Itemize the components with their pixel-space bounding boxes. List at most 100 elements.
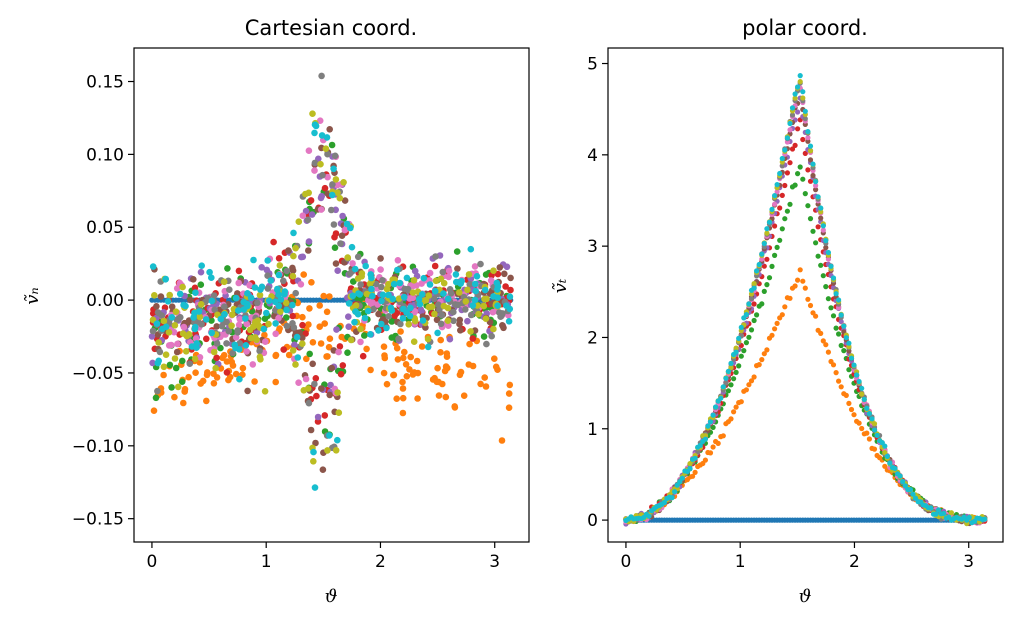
polar-point bbox=[754, 312, 760, 318]
cartesian-point bbox=[405, 321, 413, 328]
cartesian-point bbox=[437, 349, 444, 356]
cartesian-point bbox=[247, 294, 255, 302]
cartesian-point bbox=[317, 194, 325, 202]
cartesian-point bbox=[352, 308, 359, 315]
polar-point bbox=[769, 332, 775, 338]
polar-point bbox=[874, 432, 880, 438]
cartesian-point bbox=[244, 387, 251, 395]
cartesian-point bbox=[444, 304, 452, 312]
cartesian-point bbox=[236, 375, 243, 383]
polar-point bbox=[787, 127, 793, 133]
polar-point bbox=[777, 205, 783, 211]
cartesian-point bbox=[210, 380, 218, 387]
cartesian-point bbox=[417, 306, 425, 313]
polar-point bbox=[741, 348, 747, 354]
cartesian-point bbox=[419, 317, 427, 324]
cartesian-point bbox=[506, 293, 514, 301]
polar-point bbox=[820, 227, 826, 233]
cartesian-point bbox=[326, 432, 333, 439]
polar-point bbox=[982, 516, 988, 522]
cartesian-point bbox=[191, 309, 198, 317]
cartesian-point bbox=[251, 378, 258, 385]
polar-point bbox=[797, 267, 803, 273]
cartesian-x-tick-label: 0 bbox=[147, 552, 158, 572]
polar-point bbox=[766, 219, 773, 225]
cartesian-point bbox=[198, 321, 205, 328]
polar-point bbox=[846, 367, 852, 373]
cartesian-point bbox=[225, 376, 232, 384]
cartesian-point bbox=[401, 348, 408, 356]
cartesian-point bbox=[477, 260, 484, 268]
polar-point bbox=[777, 170, 783, 177]
polar-point bbox=[766, 275, 773, 281]
polar-point bbox=[787, 201, 793, 207]
cartesian-point bbox=[289, 312, 297, 320]
polar-point bbox=[782, 147, 788, 153]
polar-point bbox=[805, 296, 811, 302]
polar-point bbox=[772, 201, 778, 207]
cartesian-point bbox=[351, 265, 359, 273]
cartesian-point bbox=[330, 165, 337, 173]
polar-point bbox=[846, 400, 852, 406]
polar-point bbox=[884, 453, 890, 459]
cartesian-point bbox=[338, 232, 346, 239]
cartesian-point bbox=[208, 317, 215, 324]
cartesian-point bbox=[305, 247, 312, 254]
cartesian-point bbox=[364, 307, 372, 315]
cartesian-point bbox=[162, 351, 170, 359]
cartesian-point bbox=[275, 271, 283, 279]
cartesian-point bbox=[235, 279, 242, 287]
polar-point bbox=[838, 312, 844, 318]
cartesian-point bbox=[155, 339, 162, 346]
cartesian-point bbox=[220, 278, 228, 286]
polar-x-tick-label: 1 bbox=[735, 552, 746, 572]
polar-point bbox=[859, 385, 865, 391]
cartesian-point bbox=[305, 238, 313, 245]
cartesian-point bbox=[260, 325, 268, 333]
cartesian-point bbox=[239, 364, 247, 372]
cartesian-point bbox=[438, 311, 446, 319]
cartesian-point bbox=[464, 317, 471, 325]
polar-point bbox=[751, 285, 757, 291]
cartesian-point bbox=[326, 126, 334, 133]
polar-point bbox=[784, 208, 791, 214]
cartesian-point bbox=[471, 280, 479, 288]
cartesian-point bbox=[290, 252, 297, 260]
cartesian-point bbox=[305, 321, 312, 328]
cartesian-point bbox=[261, 388, 269, 395]
cartesian-point bbox=[437, 320, 445, 328]
cartesian-point bbox=[162, 323, 170, 331]
polar-point bbox=[792, 91, 798, 97]
cartesian-point bbox=[464, 286, 471, 294]
cartesian-point bbox=[507, 274, 514, 282]
cartesian-point bbox=[339, 212, 346, 220]
cartesian-point bbox=[444, 295, 452, 303]
cartesian-point bbox=[426, 281, 434, 288]
cartesian-point bbox=[445, 273, 453, 281]
cartesian-point bbox=[213, 340, 221, 347]
cartesian-point bbox=[196, 313, 204, 321]
polar-point bbox=[820, 338, 826, 344]
polar-point bbox=[774, 189, 780, 195]
polar-point bbox=[736, 363, 742, 369]
cartesian-point bbox=[481, 286, 489, 294]
cartesian-point bbox=[191, 355, 199, 363]
polar-point bbox=[892, 465, 898, 471]
cartesian-panel: 0 1 2 3 0.15 0.10 0.05 0.00 −0.05 −0.10 −0.15 Car… bbox=[22, 16, 530, 607]
cartesian-point bbox=[499, 322, 506, 329]
cartesian-point bbox=[439, 380, 446, 388]
cartesian-point bbox=[300, 387, 308, 394]
cartesian-point bbox=[299, 212, 307, 219]
cartesian-point bbox=[454, 265, 461, 273]
polar-point bbox=[871, 446, 878, 452]
cartesian-point bbox=[338, 333, 346, 341]
cartesian-point bbox=[153, 320, 161, 328]
cartesian-point bbox=[488, 332, 496, 340]
cartesian-point bbox=[316, 302, 324, 309]
cartesian-point bbox=[280, 346, 288, 353]
cartesian-point bbox=[480, 333, 488, 340]
cartesian-point bbox=[243, 320, 250, 328]
polar-point bbox=[836, 378, 842, 384]
cartesian-x-ticks: 0 1 2 3 bbox=[147, 542, 500, 572]
cartesian-point bbox=[311, 484, 319, 491]
